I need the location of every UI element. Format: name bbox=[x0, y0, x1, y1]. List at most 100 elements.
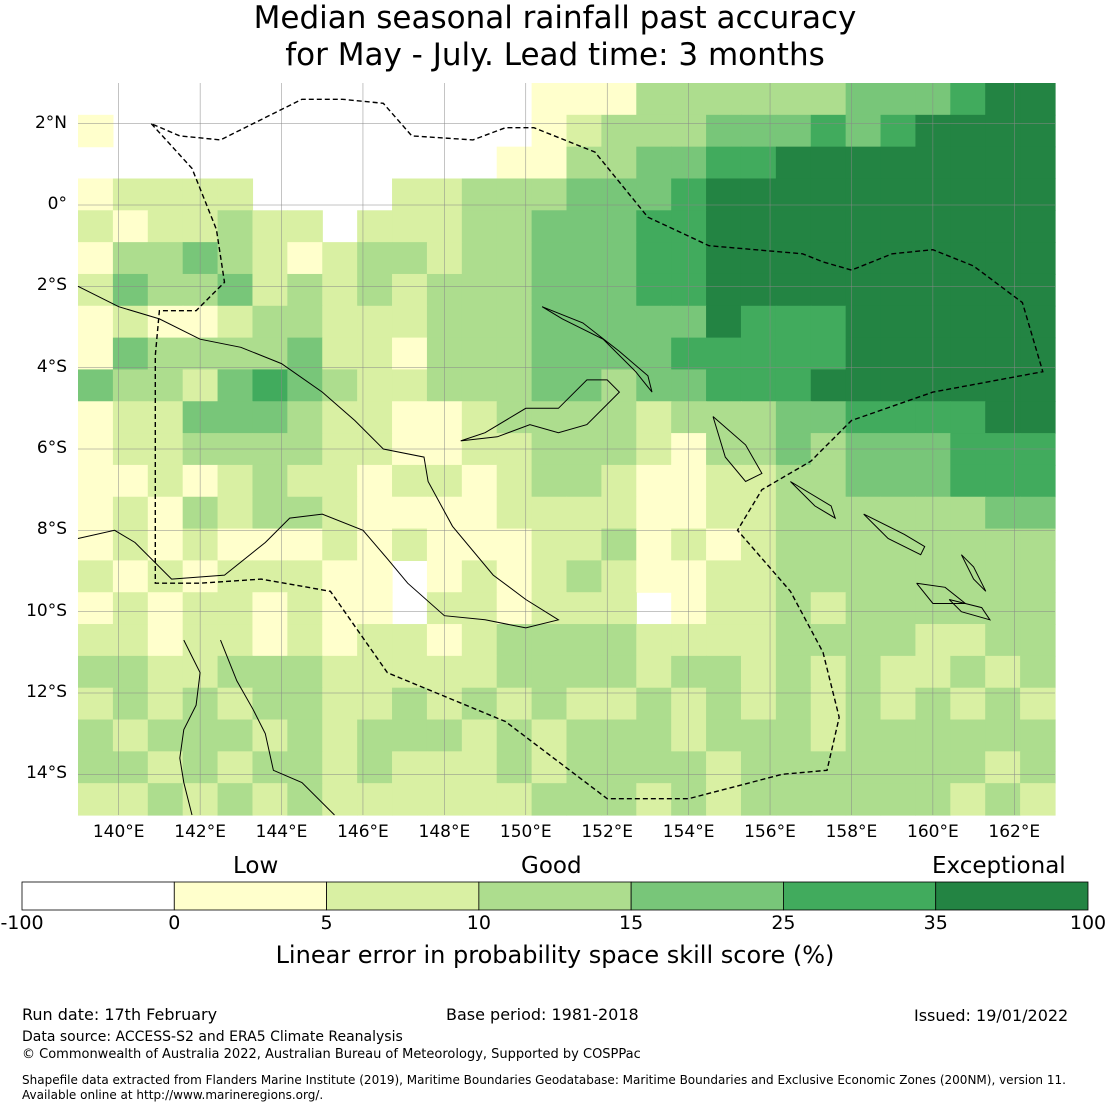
skill-cell bbox=[357, 496, 393, 530]
skill-cell bbox=[706, 560, 742, 593]
skill-cell bbox=[845, 146, 882, 180]
skill-cell bbox=[182, 528, 219, 561]
skill-cell bbox=[357, 464, 393, 498]
skill-cell bbox=[147, 242, 184, 275]
skill-cell bbox=[1020, 560, 1056, 593]
skill-cell bbox=[112, 210, 149, 243]
skill-cell bbox=[810, 464, 847, 498]
skill-cell bbox=[775, 751, 812, 784]
skill-cell bbox=[985, 114, 1021, 148]
skill-cell bbox=[1020, 210, 1056, 243]
skill-cell bbox=[287, 592, 323, 625]
skill-cell bbox=[915, 655, 951, 689]
skill-cell bbox=[392, 242, 428, 275]
skill-cell bbox=[287, 687, 323, 721]
skill-cell bbox=[671, 305, 707, 339]
skill-cell bbox=[392, 496, 428, 530]
skill-cell bbox=[531, 146, 568, 180]
skill-cell bbox=[775, 624, 812, 657]
skill-cell bbox=[880, 83, 917, 116]
skill-cell bbox=[1020, 305, 1056, 339]
skill-cell bbox=[147, 560, 184, 593]
skill-cell bbox=[810, 751, 847, 784]
skill-cell bbox=[706, 751, 742, 784]
skill-cell bbox=[706, 687, 742, 721]
skill-cell bbox=[636, 433, 672, 466]
skill-cell bbox=[880, 528, 917, 561]
skill-cell bbox=[671, 210, 707, 243]
skill-cell bbox=[950, 114, 986, 148]
skill-cell bbox=[182, 496, 219, 530]
skill-cell bbox=[845, 433, 882, 466]
skill-cell bbox=[78, 114, 114, 148]
skill-cell bbox=[601, 242, 637, 275]
skill-cell bbox=[426, 369, 463, 402]
skill-cell bbox=[810, 273, 847, 307]
skill-cell bbox=[880, 592, 917, 625]
skill-cell bbox=[322, 783, 358, 816]
skill-cell bbox=[461, 337, 498, 371]
skill-cell bbox=[740, 655, 777, 689]
skill-cell bbox=[775, 337, 812, 371]
skill-cell bbox=[706, 146, 742, 180]
skill-cell bbox=[636, 305, 672, 339]
skill-cell bbox=[985, 592, 1021, 625]
skill-cell bbox=[322, 592, 358, 625]
skill-cell bbox=[357, 273, 393, 307]
skill-cell bbox=[740, 305, 777, 339]
skill-cell bbox=[496, 305, 533, 339]
skill-cell bbox=[566, 464, 602, 498]
skill-cell bbox=[985, 242, 1021, 275]
skill-cell bbox=[706, 624, 742, 657]
skill-cell bbox=[636, 719, 672, 752]
skill-cell bbox=[880, 369, 917, 402]
skill-cell bbox=[217, 242, 254, 275]
lon-tick-label: 140°E bbox=[92, 822, 145, 842]
skill-cell bbox=[182, 719, 219, 752]
skill-cell bbox=[182, 273, 219, 307]
skill-cell bbox=[322, 242, 358, 275]
skill-cell bbox=[915, 592, 951, 625]
skill-cell bbox=[915, 242, 951, 275]
skill-cell bbox=[845, 305, 882, 339]
skill-cell bbox=[706, 273, 742, 307]
skill-cell bbox=[496, 433, 533, 466]
skill-cell bbox=[147, 592, 184, 625]
skill-cell bbox=[985, 719, 1021, 752]
skill-cell bbox=[845, 719, 882, 752]
skill-cell bbox=[461, 464, 498, 498]
skill-cell bbox=[112, 719, 149, 752]
skill-cell bbox=[392, 273, 428, 307]
skill-cell bbox=[531, 114, 568, 148]
skill-cell bbox=[461, 369, 498, 402]
skill-cell bbox=[531, 178, 568, 211]
skill-cell bbox=[78, 751, 114, 784]
skill-cell bbox=[322, 751, 358, 784]
skill-cell bbox=[880, 242, 917, 275]
skill-cell bbox=[252, 592, 288, 625]
skill-cell bbox=[601, 464, 637, 498]
skill-cell bbox=[112, 592, 149, 625]
skill-cell bbox=[461, 242, 498, 275]
skill-cell bbox=[182, 592, 219, 625]
skill-cell bbox=[182, 242, 219, 275]
skill-cell bbox=[566, 337, 602, 371]
skill-cell bbox=[566, 114, 602, 148]
skill-cell bbox=[252, 433, 288, 466]
skill-cell bbox=[740, 496, 777, 530]
skill-cell bbox=[671, 592, 707, 625]
skill-cell bbox=[426, 528, 463, 561]
skill-cell bbox=[985, 528, 1021, 561]
skill-cell bbox=[950, 210, 986, 243]
skill-cell bbox=[78, 401, 114, 434]
skill-cell bbox=[112, 655, 149, 689]
skill-cell bbox=[880, 305, 917, 339]
skill-cell bbox=[845, 783, 882, 816]
skill-cell bbox=[252, 719, 288, 752]
skill-cell bbox=[461, 655, 498, 689]
skill-cell bbox=[1020, 528, 1056, 561]
eez-boundary bbox=[150, 98, 1044, 800]
lon-tick-label: 150°E bbox=[499, 822, 552, 842]
category-low: Low bbox=[233, 853, 279, 879]
skill-cell bbox=[880, 337, 917, 371]
